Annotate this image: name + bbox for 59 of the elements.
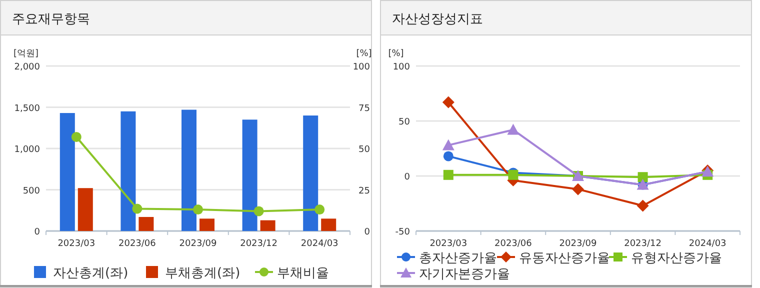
x-tick-label: 2023/03: [430, 239, 468, 249]
point: [71, 132, 82, 142]
x-tick-label: 2023/12: [240, 239, 278, 249]
x-tick-label: 2023/06: [118, 239, 156, 249]
bar: [321, 218, 336, 231]
point: [443, 151, 454, 162]
point: [193, 204, 203, 215]
y2-tick-label: 50: [358, 145, 370, 155]
y2-tick-label: 25: [358, 186, 370, 196]
y-tick-label: 0: [34, 228, 40, 238]
y-axis-title: [%]: [388, 49, 404, 59]
point: [507, 124, 520, 135]
y2-tick-label: 0: [364, 228, 370, 238]
point: [442, 96, 454, 108]
point: [572, 183, 584, 196]
y-tick-label: 2,000: [14, 62, 40, 72]
y2-axis-title: [%]: [356, 49, 372, 59]
bar: [60, 113, 75, 231]
bar: [303, 116, 318, 231]
legend-label: 자산총계(좌): [53, 266, 128, 281]
x-tick-label: 2024/03: [688, 239, 726, 249]
point: [443, 170, 454, 180]
y2-tick-label: 75: [358, 104, 370, 114]
point: [442, 139, 454, 150]
bar: [120, 111, 136, 231]
y-tick-label: 0: [404, 172, 410, 182]
y-tick-label: 500: [22, 186, 40, 196]
x-tick-label: 2023/12: [624, 239, 662, 249]
bar: [78, 188, 93, 231]
legend-label: 자기자본증가율: [419, 267, 510, 282]
point: [636, 200, 649, 212]
chart-title: 주요재무항목: [12, 12, 90, 27]
x-tick-label: 2023/09: [559, 239, 597, 249]
bar: [182, 110, 196, 231]
legend-label: 총자산증가율: [419, 251, 497, 266]
x-tick-label: 2024/03: [300, 239, 338, 249]
y-tick-label: 50: [398, 118, 410, 128]
x-tick-label: 2023/03: [58, 239, 96, 249]
bar: [242, 120, 258, 231]
point: [638, 172, 648, 182]
point: [254, 206, 264, 216]
bar: [260, 220, 276, 231]
y-tick-label: -50: [395, 228, 410, 238]
x-tick-label: 2023/06: [494, 239, 532, 249]
bar: [200, 218, 214, 231]
bar: [138, 216, 154, 231]
chart-title: 자산성장성지표: [392, 12, 483, 27]
legend-label: 부채총계(좌): [165, 266, 240, 281]
legend-label: 유동자산증가율: [519, 251, 610, 266]
y-axis-title: [억원]: [13, 49, 39, 59]
y2-tick-label: 100: [352, 62, 370, 72]
legend-label: 유형자산증가율: [631, 251, 722, 266]
y-tick-label: 100: [392, 62, 410, 72]
point: [132, 204, 142, 214]
legend-label: 부채비율: [277, 266, 329, 281]
x-tick-label: 2023/09: [179, 239, 217, 249]
y-tick-label: 1,000: [14, 145, 40, 155]
point: [314, 204, 325, 215]
y-tick-label: 1,500: [14, 104, 40, 114]
